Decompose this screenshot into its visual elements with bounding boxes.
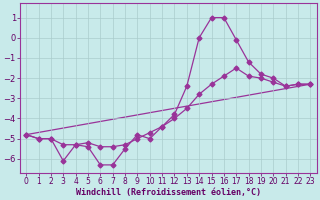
X-axis label: Windchill (Refroidissement éolien,°C): Windchill (Refroidissement éolien,°C) [76, 188, 261, 197]
